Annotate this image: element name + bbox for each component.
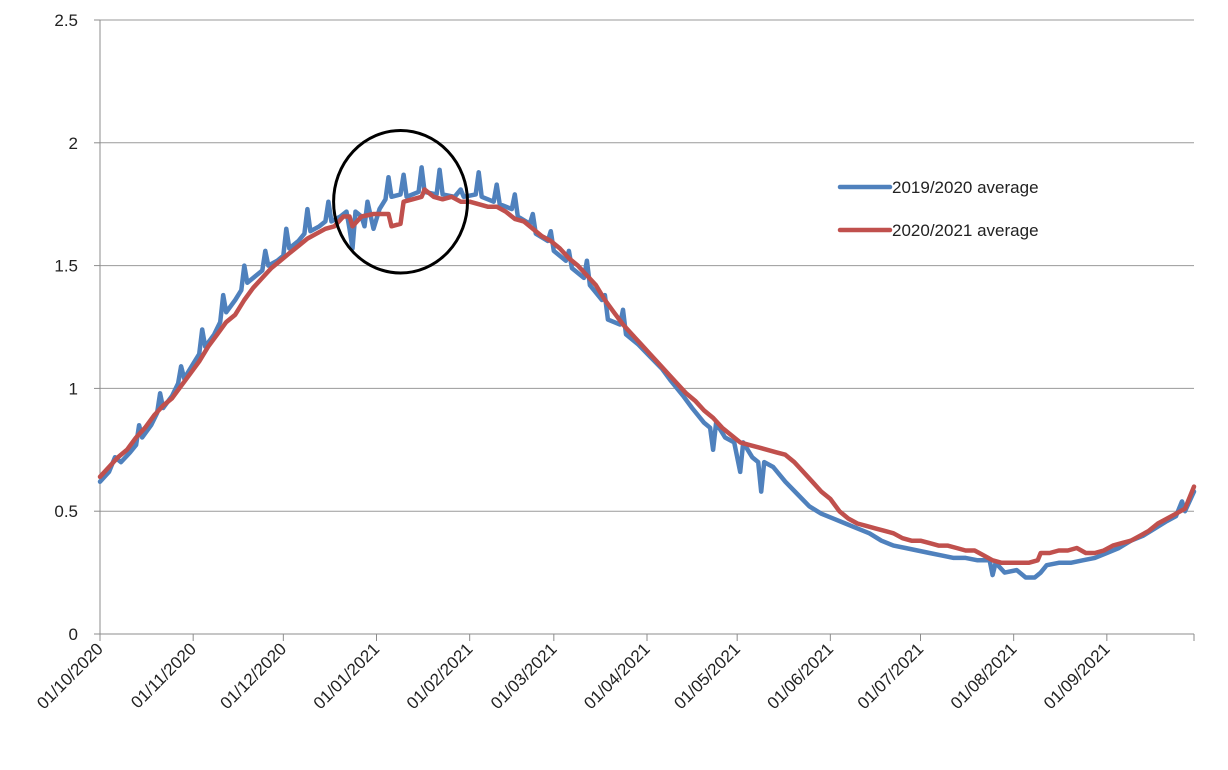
x-tick-label: 01/04/2021 (580, 639, 654, 713)
x-tick-label: 01/02/2021 (403, 639, 477, 713)
y-tick-label: 1 (69, 379, 78, 398)
x-tick-label: 01/07/2021 (854, 639, 928, 713)
x-tick-label: 01/10/2020 (33, 639, 107, 713)
legend-label-1: 2019/2020 average (892, 178, 1039, 197)
annotations (332, 129, 469, 275)
series-line-2 (97, 187, 1197, 566)
series-lines (97, 165, 1197, 580)
x-tick-label: 01/12/2020 (217, 639, 291, 713)
y-tick-label: 0.5 (54, 502, 78, 521)
y-tick-label: 1.5 (54, 257, 78, 276)
x-tick-label: 01/08/2021 (947, 639, 1021, 713)
axes: 0 0.5 1 1.5 2 2.5 01/10/2020 01/11/2020 01/12/20… (33, 11, 1195, 713)
x-tick-label: 01/03/2021 (487, 639, 561, 713)
highlight-circle (332, 129, 469, 275)
legend: 2019/2020 average 2020/2021 average (837, 178, 1039, 240)
gridlines (100, 19, 1194, 512)
x-tick-label: 01/01/2021 (310, 639, 384, 713)
x-tick-label: 01/09/2021 (1040, 639, 1114, 713)
x-tick-label: 01/11/2020 (127, 639, 200, 712)
y-tick-label: 2 (69, 134, 78, 153)
series-line-1 (97, 165, 1197, 580)
y-tick-label: 0 (69, 625, 78, 644)
x-tick-label: 01/06/2021 (764, 639, 838, 713)
x-tick-label: 01/05/2021 (670, 639, 744, 713)
y-tick-label: 2.5 (54, 11, 78, 30)
legend-label-2: 2020/2021 average (892, 221, 1039, 240)
